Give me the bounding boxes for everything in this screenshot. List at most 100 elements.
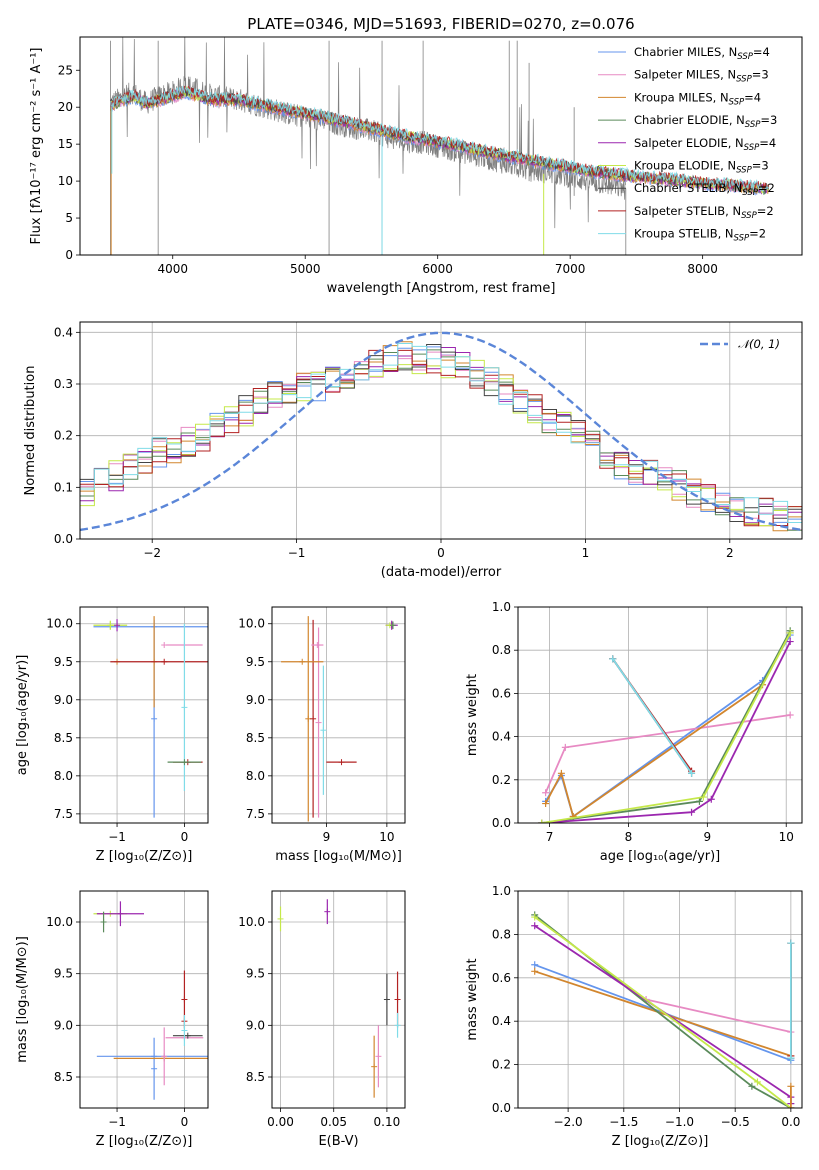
residuals-histograms xyxy=(80,331,802,532)
weight-vs-age-series-line xyxy=(611,658,693,774)
mass-vs-ebv-errorbar xyxy=(277,906,284,932)
residual-histogram-line xyxy=(80,347,802,524)
mass-vs-ebv-errorbar xyxy=(324,899,331,925)
legend-entry-main: Chabrier ELODIE, N xyxy=(634,113,745,127)
mass-vs-z-xtick-label: 0 xyxy=(181,1115,189,1129)
weight-vs-z-series-line xyxy=(534,924,792,1104)
weight-vs-age-series-line xyxy=(544,714,791,794)
weight-vs-z-ytick-label: 0.8 xyxy=(492,927,511,941)
legend-entry-sub: SSP xyxy=(736,75,752,85)
residuals-xtick-label: 1 xyxy=(582,546,590,560)
age-vs-z-ytick-label: 9.5 xyxy=(54,655,73,669)
weight-vs-age-series-line xyxy=(541,641,792,823)
spectrum-xtick-label: 5000 xyxy=(290,262,321,276)
age-vs-z-axes: −1 0 7.5 8.0 8.5 9.0 9.5 10.0 Z [log₁₀(Z/Z⊙)] age… xyxy=(15,607,208,864)
mass-vs-z-ytick-label: 8.5 xyxy=(54,1070,73,1084)
weight-vs-z-ylabel: mass weight xyxy=(465,958,480,1040)
weight-vs-age-series xyxy=(538,627,794,823)
legend-entry-main: Salpeter ELODIE, N xyxy=(634,136,744,150)
mass-vs-ebv-xtick-label: 0.05 xyxy=(320,1115,347,1129)
spectrum-ylabel: Flux [fλ10⁻¹⁷ erg cm⁻² s⁻¹ A⁻¹] xyxy=(29,48,44,245)
weight-vs-z-xtick-label: −1.5 xyxy=(609,1115,638,1129)
weight-vs-age-ytick-label: 0.6 xyxy=(492,686,511,700)
mass-vs-z-errorbar xyxy=(172,1032,203,1039)
spectrum-title: PLATE=0346, MJD=51693, FIBERID=0270, z=0… xyxy=(247,15,634,33)
legend-entry-main: Salpeter MILES, N xyxy=(634,68,736,82)
mass-vs-z-errorbar xyxy=(151,1037,158,1100)
legend-entry-tail: =4 xyxy=(753,45,770,59)
weight-vs-age-series-point xyxy=(786,711,794,719)
weight-vs-age-series-point xyxy=(699,793,707,801)
legend-entry: Salpeter MILES, NSSP=3 xyxy=(634,68,769,85)
weight-vs-z-ytick-label: 0.0 xyxy=(492,1101,511,1115)
age-vs-mass-axes: 9 10 7.5 8.0 8.5 9.0 9.5 10.0 mass [log₁₀(M/M⊙)] xyxy=(238,607,405,864)
weight-vs-age-series-point xyxy=(695,797,703,805)
mass-vs-z-frame xyxy=(79,890,209,1109)
mass-vs-z-ytick-label: 9.5 xyxy=(54,967,73,981)
weight-vs-z-xtick-label: −2.0 xyxy=(554,1115,583,1129)
weight-vs-z-ytick-label: 0.2 xyxy=(492,1058,511,1072)
spectrum-ytick-label: 0 xyxy=(65,248,73,262)
age-vs-mass-errorbar xyxy=(281,658,324,665)
spectrum-lines xyxy=(110,37,770,255)
mass-vs-ebv-errorbars xyxy=(277,899,401,1098)
weight-vs-age-xtick-label: 7 xyxy=(546,830,554,844)
weight-vs-age-ytick-label: 0.0 xyxy=(492,816,511,830)
residual-histogram-line xyxy=(80,349,802,527)
spectrum-xtick-label: 8000 xyxy=(687,262,718,276)
age-vs-z-errorbar xyxy=(93,620,128,630)
age-vs-mass-xtick-label: 9 xyxy=(323,830,331,844)
weight-vs-z-frame xyxy=(517,890,803,1109)
weight-vs-age-series-point xyxy=(542,789,550,797)
spectrum-xtick-label: 4000 xyxy=(157,262,188,276)
weight-vs-z-series-point xyxy=(787,1054,795,1062)
residuals-ylabel: Normed distribution xyxy=(23,366,38,496)
mass-vs-z-errorbars xyxy=(93,901,208,1100)
gaussian-legend-label: 𝒩(0, 1) xyxy=(738,337,780,351)
age-vs-z-xtick-label: 0 xyxy=(181,830,189,844)
age-vs-mass-ytick-label: 8.5 xyxy=(246,731,265,745)
mass-vs-ebv-errorbar xyxy=(394,1012,401,1038)
weight-vs-z-series-point xyxy=(787,939,795,947)
weight-vs-z-ytick-label: 0.6 xyxy=(492,971,511,985)
mass-vs-ebv-ytick-label: 10.0 xyxy=(238,915,265,929)
mass-vs-ebv-ytick-label: 9.0 xyxy=(246,1018,265,1032)
weight-vs-age-series-point xyxy=(688,808,696,816)
spectrum-ytick-label: 10 xyxy=(58,174,73,188)
age-vs-z-errorbar xyxy=(110,658,208,665)
mass-vs-ebv-ytick-label: 8.5 xyxy=(246,1070,265,1084)
age-vs-z-errorbar xyxy=(114,619,121,632)
weight-vs-age-xtick-label: 10 xyxy=(779,830,794,844)
weight-vs-age-series-point xyxy=(786,638,794,646)
residuals-axes: −2 −1 0 1 2 0.0 0.1 0.2 0.3 0.4 (data-model)/error… xyxy=(23,322,802,580)
legend-entry-tail: =4 xyxy=(759,136,776,150)
mass-vs-z-errorbar xyxy=(161,1027,168,1086)
legend-entry-main: Kroupa MILES, N xyxy=(634,90,729,104)
legend-entry-sub: SSP xyxy=(744,143,760,153)
weight-vs-z-series-point xyxy=(753,1078,761,1086)
weight-vs-age-ytick-label: 0.8 xyxy=(492,643,511,657)
weight-vs-z-series-point xyxy=(531,922,539,930)
age-vs-z-ytick-label: 7.5 xyxy=(54,807,73,821)
age-vs-mass-xtick-label: 10 xyxy=(379,830,394,844)
age-vs-z-errorbar xyxy=(167,759,202,766)
residuals-xtick-label: 0 xyxy=(437,546,445,560)
weight-vs-age-series-point xyxy=(786,629,794,637)
legend-entry-sub: SSP xyxy=(736,166,752,176)
spectrum-ytick-label: 15 xyxy=(58,137,73,151)
residuals-xtick-label: −1 xyxy=(288,546,306,560)
age-vs-mass-errorbars xyxy=(281,616,398,822)
legend-entry: Kroupa STELIB, NSSP=2 xyxy=(634,227,766,244)
age-vs-mass-errorbar xyxy=(311,642,324,649)
weight-vs-z-series-point xyxy=(531,967,539,975)
legend-entry-sub: SSP xyxy=(745,120,761,130)
weight-vs-z-xtick-label: −0.5 xyxy=(721,1115,750,1129)
legend-entry: Salpeter STELIB, NSSP=2 xyxy=(634,204,774,221)
age-vs-z-xlabel: Z [log₁₀(Z/Z⊙)] xyxy=(96,849,193,864)
weight-vs-age-frame xyxy=(517,606,803,824)
mass-vs-z-ylabel: mass [log₁₀(M/M⊙)] xyxy=(15,936,30,1063)
age-vs-z-errorbar xyxy=(181,623,188,792)
age-vs-mass-xlabel: mass [log₁₀(M/M⊙)] xyxy=(275,849,402,864)
